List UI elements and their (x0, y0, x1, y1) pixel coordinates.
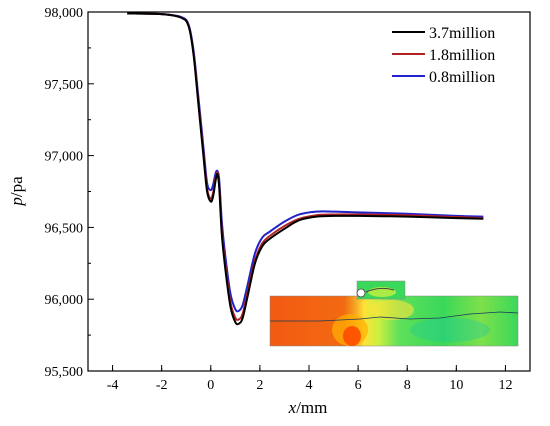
y-tick-label: 97,500 (45, 78, 84, 93)
x-tick-label: 6 (355, 378, 362, 393)
y-tick-label: 97,000 (45, 150, 84, 165)
legend-label: 3.7million (429, 25, 495, 42)
y-axis: 95,500 96,000 96,500 97,000 97,500 98,000 (45, 6, 94, 380)
y-axis-title: p/pa (7, 176, 26, 207)
x-tick-label: 8 (404, 378, 411, 393)
x-tick-label: 10 (449, 378, 463, 393)
legend-label: 0.8million (429, 69, 495, 86)
x-axis: -4 -2 0 2 4 6 8 10 12 (107, 365, 512, 393)
x-tick-label: 2 (256, 378, 263, 393)
x-axis-title: x/mm (288, 398, 328, 417)
x-tick-label: 12 (498, 378, 512, 393)
x-tick-label: -4 (107, 378, 119, 393)
y-tick-label: 95,500 (45, 365, 84, 380)
x-tick-label: 4 (306, 378, 313, 393)
y-tick-label: 96,500 (45, 221, 84, 236)
x-tick-label: -2 (156, 378, 168, 393)
legend: 3.7million 1.8million 0.8million (392, 25, 495, 86)
legend-label: 1.8million (429, 47, 495, 64)
inset-contour-image (269, 280, 519, 347)
y-tick-label: 98,000 (45, 6, 84, 21)
y-tick-label: 96,000 (45, 293, 84, 308)
x-tick-label: 0 (207, 378, 214, 393)
series-layer (127, 12, 484, 326)
series-line-3-7million (127, 12, 484, 326)
